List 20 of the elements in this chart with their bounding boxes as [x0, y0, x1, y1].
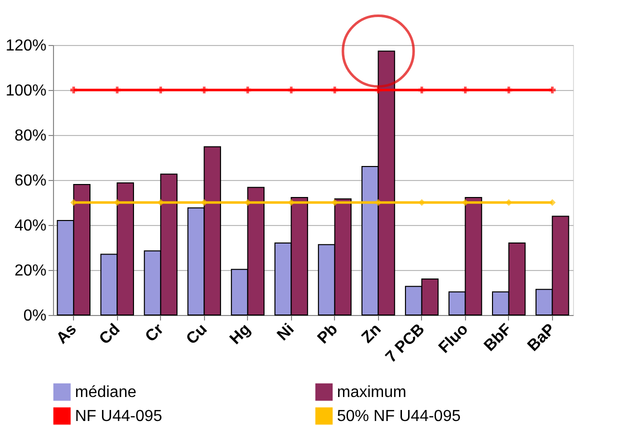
legend-label: maximum — [337, 384, 406, 402]
y-tick-label: 40% — [14, 218, 46, 234]
y-tick-label: 20% — [14, 262, 46, 280]
x-tick-label: Cr — [142, 320, 168, 346]
x-tick-label: Zn — [358, 320, 385, 347]
x-tick-label: As — [54, 320, 80, 348]
y-tick-label: 0% — [23, 308, 46, 324]
x-tick-label: Ni — [274, 320, 298, 344]
legend-label: NF U44-095 — [75, 408, 162, 425]
legend-label: 50% NF U44-095 — [337, 408, 461, 425]
y-tick-label: 100% — [6, 82, 46, 100]
x-tick-label: Cu — [183, 320, 211, 348]
y-tick-label: 80% — [14, 128, 46, 144]
x-tick-label: Cd — [96, 320, 124, 348]
y-tick-label: 120% — [6, 38, 46, 54]
x-tick-label: Pb — [314, 320, 342, 348]
x-tick-label: Fluo — [436, 320, 472, 357]
y-tick-label: 60% — [14, 172, 46, 190]
legend-label: médiane — [75, 384, 136, 402]
x-tick-label: Hg — [226, 320, 254, 348]
